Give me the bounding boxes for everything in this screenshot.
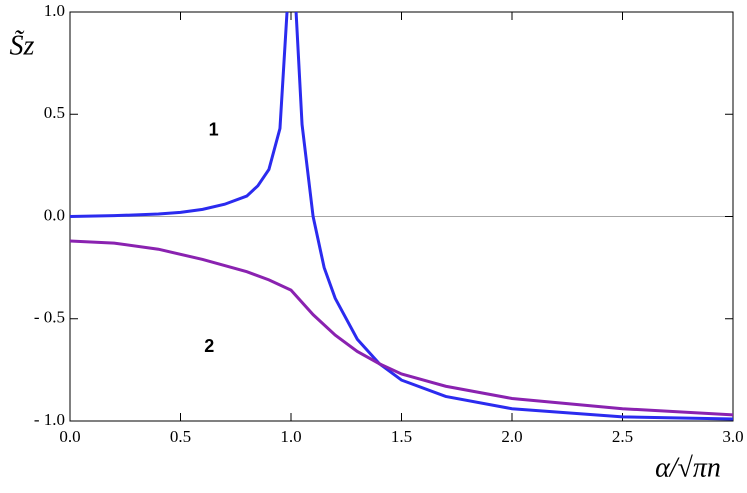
x-axis-label: α/√πn [655,452,721,483]
x-tick-label: 2.0 [501,427,522,446]
y-tick-label: - 1.0 [34,410,65,429]
y-tick-label: 0.0 [44,205,65,224]
y-tick-label: - 0.5 [34,308,65,327]
y-tick-label: 1.0 [44,1,65,20]
x-tick-label: 1.0 [280,427,301,446]
series-line [70,239,733,417]
x-tick-label: 0.0 [59,427,80,446]
x-tick-label: 2.5 [612,427,633,446]
x-tick-label: 3.0 [722,427,743,446]
y-tick-label: 0.5 [44,103,65,122]
annotation: 2 [204,336,214,356]
annotation: 1 [209,119,219,139]
x-tick-label: 0.5 [170,427,191,446]
series-line [70,12,733,421]
x-tick-label: 1.5 [391,427,412,446]
y-axis-label: S̃z [10,30,35,61]
